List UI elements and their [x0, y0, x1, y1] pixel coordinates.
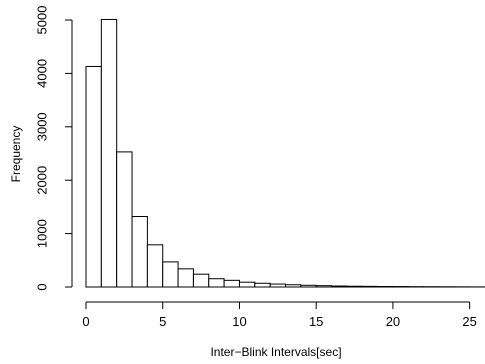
x-axis-title: Inter−Blink Intervals[sec] — [210, 345, 341, 359]
histogram-bar — [85, 65, 102, 288]
histogram-bar — [208, 278, 225, 288]
histogram-bar — [346, 285, 363, 288]
y-tick-label: 3000 — [35, 112, 50, 141]
y-axis: 0 1000 2000 3000 4000 5000 — [35, 6, 73, 291]
y-tick-label: 0 — [35, 283, 50, 290]
y-tick-label: 4000 — [35, 59, 50, 88]
x-tick-label: 15 — [309, 314, 323, 329]
x-tick-label: 25 — [462, 314, 476, 329]
histogram-bar — [315, 285, 333, 288]
y-tick-label: 2000 — [35, 166, 50, 195]
y-tick-label: 5000 — [35, 6, 50, 35]
histogram-bar — [162, 261, 179, 288]
histogram-bar — [116, 151, 133, 288]
histogram-bars — [85, 18, 485, 288]
histogram-bar — [100, 18, 118, 288]
x-tick-label: 5 — [159, 314, 166, 329]
histogram-bar — [192, 273, 210, 288]
y-tick-label: 1000 — [35, 219, 50, 248]
histogram-bar — [331, 285, 348, 288]
y-axis-title: Frequency — [9, 126, 23, 183]
histogram-bar — [269, 283, 286, 288]
x-axis: 0 5 10 15 20 25 — [82, 301, 477, 329]
histogram-bar — [177, 268, 194, 288]
histogram-bar — [285, 284, 302, 288]
x-tick-label: 20 — [386, 314, 400, 329]
x-tick-label: 10 — [232, 314, 246, 329]
x-tick-label: 0 — [82, 314, 89, 329]
histogram-bar — [300, 284, 317, 288]
histogram-bar — [238, 281, 256, 288]
histogram-bar — [223, 279, 240, 288]
histogram-bar — [361, 285, 379, 288]
histogram-bar — [146, 244, 164, 288]
histogram-bar — [131, 216, 148, 288]
histogram-bar — [254, 282, 271, 288]
